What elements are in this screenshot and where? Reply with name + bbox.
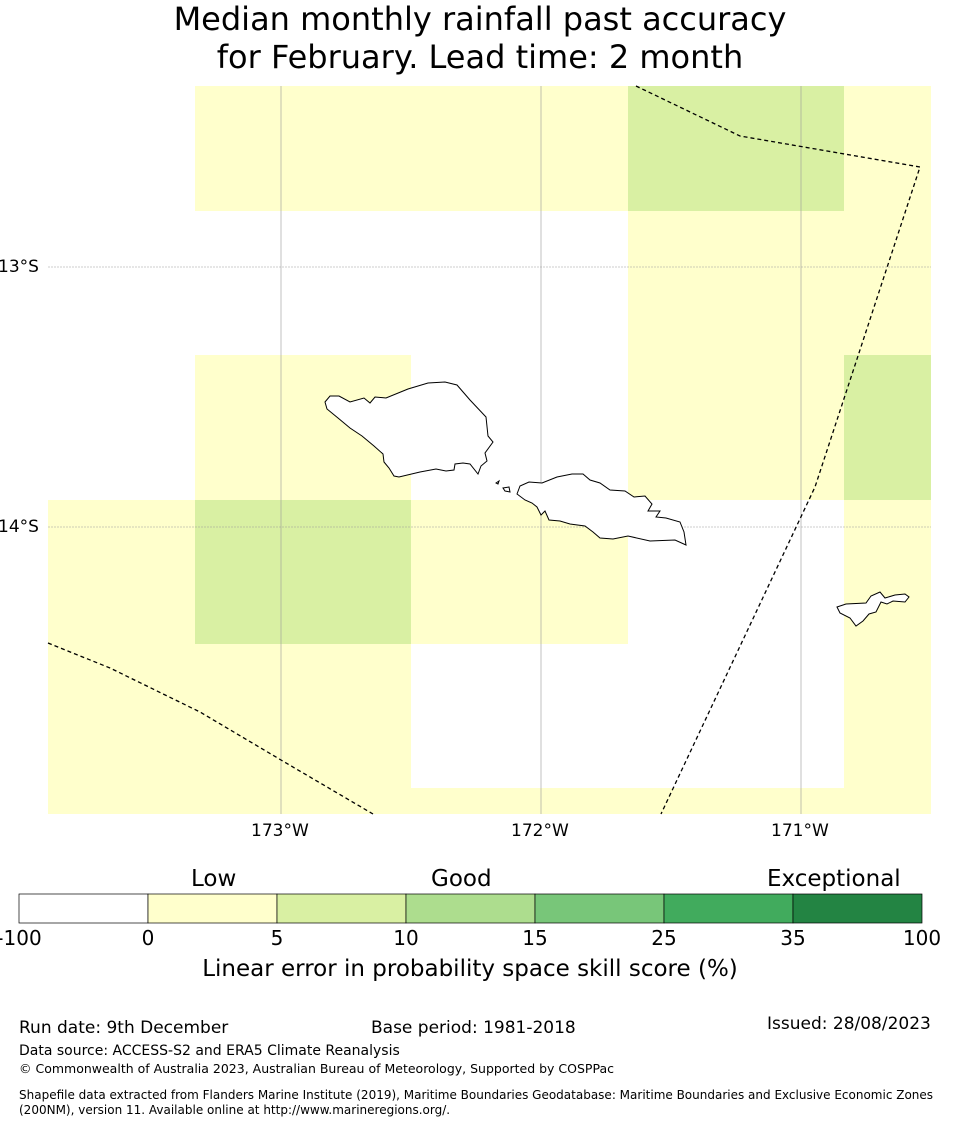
colorbar-segment: [405, 893, 536, 924]
grid-cell: [411, 788, 931, 814]
lon-label-171w: 171°W: [771, 821, 829, 841]
colorbar-segment: [663, 893, 794, 924]
grid-cell: [195, 500, 411, 644]
colorbar-category-good: Good: [431, 866, 492, 892]
grid-cell: [844, 355, 931, 500]
colorbar-tick-label: 35: [780, 926, 806, 950]
skill-map: [47, 85, 931, 815]
run-date: Run date: 9th December: [19, 1018, 229, 1038]
upolu-island: [516, 473, 687, 546]
colorbar-segment: [18, 893, 149, 924]
colorbar-tick-label: 5: [270, 926, 284, 950]
colorbar: [18, 893, 923, 924]
colorbar-segment: [276, 893, 407, 924]
shapefile-credit-line2: (200NM), version 11. Available online at…: [19, 1103, 451, 1117]
grid-cell: [195, 86, 628, 211]
lon-label-173w: 173°W: [251, 821, 309, 841]
shapefile-credit-line1: Shapefile data extracted from Flanders M…: [19, 1088, 934, 1102]
colorbar-tick-label: 100: [902, 926, 942, 950]
chart-title-line1: Median monthly rainfall past accuracy: [173, 0, 787, 38]
grid-cell: [48, 500, 195, 644]
issued-date: Issued: 28/08/2023: [767, 1014, 931, 1034]
chart-title-line2: for February. Lead time: 2 month: [216, 38, 744, 76]
grid-cell: [48, 644, 411, 814]
map-gridlines: [48, 86, 931, 814]
data-source: Data source: ACCESS-S2 and ERA5 Climate …: [19, 1043, 400, 1059]
colorbar-segment: [534, 893, 665, 924]
tutuila-island: [836, 591, 910, 627]
colorbar-tick-label: -100: [0, 926, 42, 950]
lat-label-13s: 13°S: [0, 257, 39, 277]
grid-cell: [628, 211, 931, 355]
colorbar-tick-label: 15: [522, 926, 548, 950]
grid-cell: [628, 355, 844, 500]
grid-cell: [844, 644, 931, 788]
colorbar-category-low: Low: [191, 866, 237, 892]
colorbar-tick-label: 0: [141, 926, 155, 950]
colorbar-tick-label: 25: [651, 926, 677, 950]
colorbar-segment: [792, 893, 923, 924]
colorbar-tick-label: 10: [393, 926, 419, 950]
manono-islet: [495, 479, 500, 485]
islands: [324, 381, 910, 627]
grid-cell: [844, 86, 931, 211]
apolima-islet: [502, 486, 511, 493]
maritime-boundary: [47, 85, 921, 815]
grid-cell: [628, 86, 844, 211]
skill-grid: [48, 86, 931, 814]
colorbar-segment: [147, 893, 278, 924]
lat-label-14s: 14°S: [0, 517, 39, 537]
savaii-island: [324, 381, 494, 478]
base-period: Base period: 1981-2018: [371, 1018, 576, 1038]
colorbar-label: Linear error in probability space skill …: [202, 956, 738, 982]
colorbar-category-exceptional: Exceptional: [767, 866, 901, 892]
copyright: © Commonwealth of Australia 2023, Austra…: [19, 1061, 614, 1076]
lon-label-172w: 172°W: [511, 821, 569, 841]
